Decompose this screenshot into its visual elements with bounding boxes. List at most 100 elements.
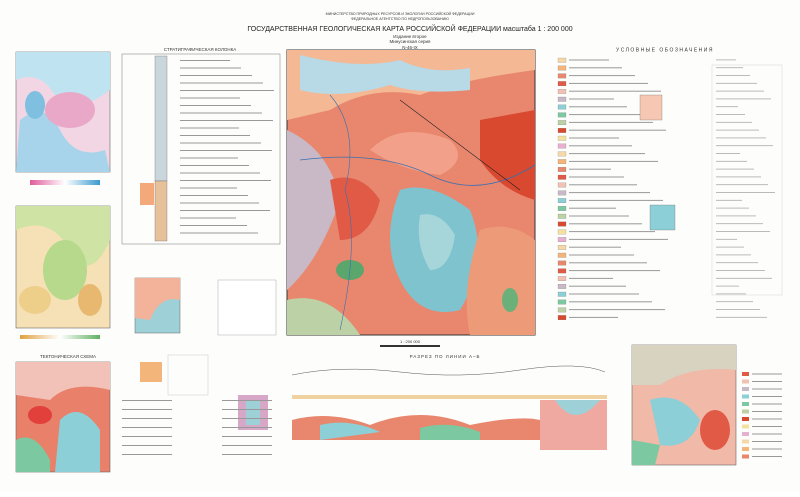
ministry: МИНИСТЕРСТВО ПРИРОДНЫХ РЕСУРСОВ И ЭКОЛОГ… [326,12,475,16]
legend-text-line [569,184,637,186]
strat-text-line [180,60,230,61]
strat-text-line [180,67,241,69]
legend-symbol-line [716,285,739,287]
legend-text-line [569,153,645,155]
small-schemes [134,277,277,336]
bottom-legend-line [222,436,272,437]
legend-symbol-line [716,192,775,193]
legend-symbol-line [716,121,752,123]
title: ГОСУДАРСТВЕННАЯ ГЕОЛОГИЧЕСКАЯ КАРТА РОСС… [247,24,572,33]
right-legend-swatch [742,372,749,376]
strat-text-line [180,187,237,189]
legend-symbol-line [716,277,772,279]
right-legend-line [752,373,782,375]
legend-text-line [569,215,629,217]
strat-text-line [180,90,274,91]
legend-swatch [557,120,567,126]
legend-symbol-line [716,137,766,139]
strat-text-line [180,165,249,166]
legend-symbol-line [716,254,751,256]
right-legend-swatch [742,387,749,391]
legend-text-line [569,75,635,77]
legend-symbol-line [716,168,754,170]
legend-text-line [569,262,647,264]
legend-text-line [569,176,624,178]
legend-text-line [569,293,639,295]
strat-text-line [180,97,240,99]
right-legend-swatch [742,394,749,399]
strat-text-line [180,195,248,196]
legend-swatch [557,307,567,313]
legend-swatch [557,221,567,227]
right-legend-swatch [742,424,749,429]
strat-text-line [180,172,260,174]
legend-swatch [557,237,567,242]
bottom-legend-line [222,409,272,410]
right-legend-swatch [742,402,749,406]
strat-text-line [180,127,239,129]
legend-text-line [569,59,609,61]
right-legend-line [752,403,782,405]
right-legend-swatch [742,379,749,384]
legend-symbol-line [716,270,765,271]
legend-symbol-line [716,98,771,100]
bottom-legend-line [122,454,172,455]
legend-swatch [557,284,567,289]
legend-symbol-line [716,153,740,154]
legend-text-line [569,98,614,100]
bottom-legend-line [122,445,172,446]
legend: УСЛОВНЫЕ ОБОЗНАЧЕНИЯ [557,47,783,320]
legend-swatch [557,81,567,87]
strat-text-line [180,217,236,219]
legend-symbol-line [716,199,742,201]
legend-symbol-line [716,207,749,209]
legend-swatch [557,291,567,297]
legend-text-line [569,137,619,139]
legend-swatch [557,190,567,196]
right-legend-line [752,456,782,457]
right-legend-swatch [742,417,749,421]
inset-gravity [15,51,111,185]
right-legend-line [752,448,782,450]
right-legend-swatch [742,447,749,451]
legend-text-line [569,90,661,92]
legend-text-line [569,301,652,303]
legend-text-line [569,160,658,162]
strat-text-line [180,112,262,114]
legend-text-line [569,121,653,123]
legend-symbol-line [716,316,767,318]
strat-text-line [180,225,247,226]
inset-tectonic: ТЕКТОНИЧЕСКАЯ СХЕМА [15,354,111,473]
legend-swatch [557,73,567,79]
scale-label: 1 : 200 000 [400,339,421,344]
bottom-legend-line [122,427,172,428]
edition: Издание второе [393,34,427,39]
legend-text-line [569,309,665,311]
legend-text-line [569,246,621,248]
legend-symbol-line [716,90,764,92]
right-legend-line [752,388,782,390]
legend-swatch [557,104,567,110]
right-legend-line [752,426,782,427]
legend-text-line [569,114,640,116]
right-legend-swatch [742,409,749,414]
legend-swatch [557,89,567,94]
legend-swatch [557,174,567,180]
right-legend-swatch [742,432,749,436]
legend-swatch [557,159,567,164]
right-legend-line [752,441,782,442]
legend-symbol-line [716,262,758,264]
bottom-legend-line [122,409,172,410]
strat-text-line [180,135,250,136]
legend-swatch [557,167,567,172]
legend-text-line [569,231,655,233]
right-legend-line [752,418,782,420]
inset-right [631,344,782,466]
legend-symbol-line [716,67,743,69]
legend-swatch [557,260,567,266]
legend-swatch [557,268,567,274]
strat-text-line [180,210,270,211]
legend-text-line [569,145,632,147]
legend-symbol-line [716,184,768,186]
strat-text-line [180,105,251,106]
